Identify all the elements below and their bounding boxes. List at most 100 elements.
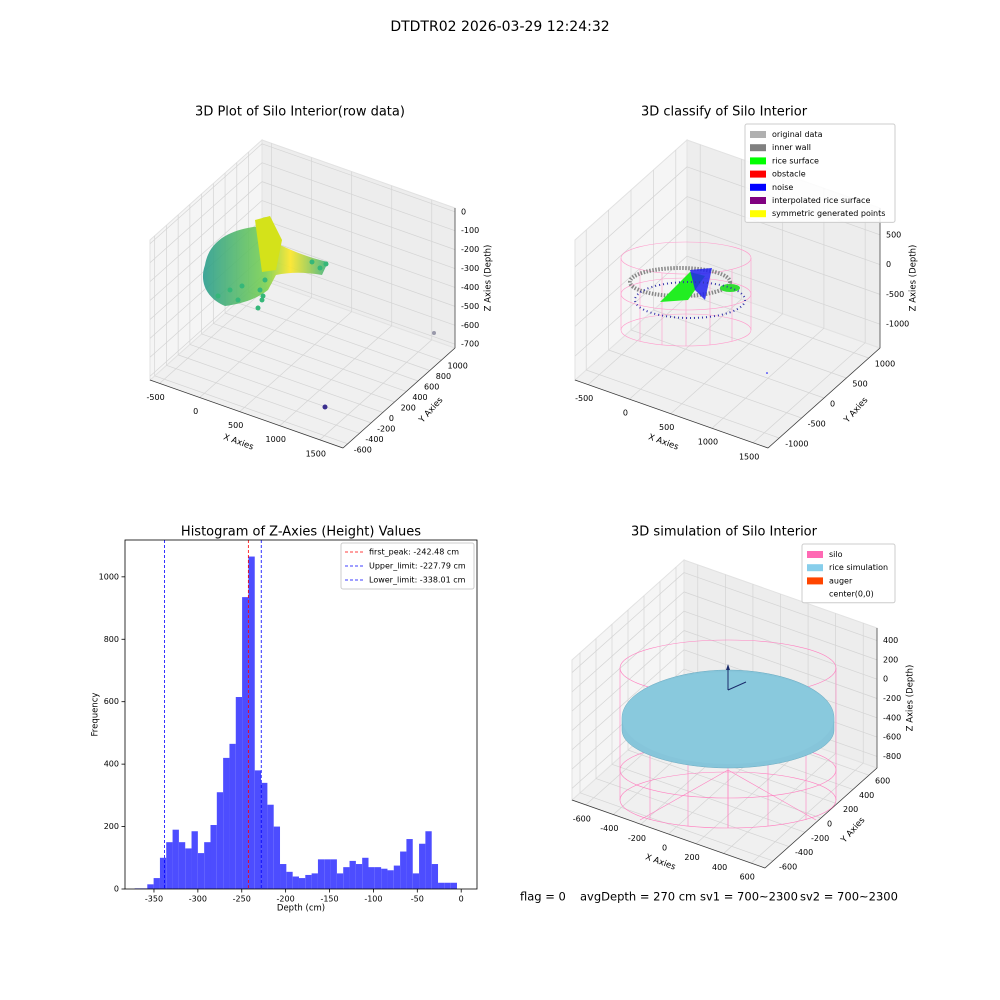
bar: [412, 873, 420, 889]
z-tick-label: -100: [461, 226, 479, 235]
grid-line: [574, 226, 688, 327]
bar: [197, 853, 205, 889]
bar: [324, 859, 331, 889]
bar: [419, 843, 426, 889]
grid-line: [675, 289, 869, 359]
y-tick-label: 400: [859, 791, 874, 800]
grid-line: [166, 365, 360, 434]
z-tick-label: -800: [883, 752, 901, 761]
bar: [438, 882, 445, 889]
grid-line: [239, 311, 352, 412]
z-axis-label: Z Axies (Depth): [909, 245, 919, 312]
legend-swatch: [807, 577, 823, 585]
x-tick-label: -50: [411, 895, 424, 904]
grid-line: [653, 309, 847, 379]
bar: [223, 757, 230, 889]
bar: [444, 882, 451, 889]
bar: [336, 873, 344, 889]
legend-label: symmetric generated points: [772, 209, 885, 218]
grid-line: [586, 369, 780, 439]
bar: [204, 842, 211, 889]
grid-line: [261, 181, 456, 250]
y-tick-label: 400: [104, 760, 119, 769]
legend-swatch: [750, 144, 766, 152]
legend-box: [801, 543, 896, 604]
grid-line: [159, 283, 272, 384]
bar: [191, 831, 198, 889]
x-tick-label: 1500: [739, 452, 759, 461]
legend-swatch: [807, 551, 823, 558]
y-tick-label: 400: [412, 393, 427, 402]
y-tick-label: 600: [424, 382, 439, 391]
bar: [355, 864, 363, 889]
grid-line: [154, 375, 348, 445]
bar: [406, 839, 413, 889]
z-tick-label: -500: [461, 302, 479, 311]
grid-line: [571, 572, 685, 673]
z-tick-label: -600: [461, 321, 479, 330]
legend-label: obstacle: [772, 170, 806, 179]
grid-line: [261, 219, 456, 288]
grid-line: [261, 275, 456, 345]
grid-line: [608, 349, 802, 419]
x-tick-label: 600: [740, 873, 755, 882]
y-tick-label: -1000: [785, 440, 808, 449]
grid-line: [149, 162, 263, 263]
z-tick-label: 0: [461, 207, 466, 216]
y-tick-label: -400: [365, 435, 383, 444]
grid-line: [248, 291, 442, 361]
x-tick-label: -500: [147, 393, 165, 402]
y-tick-label: 0: [114, 885, 119, 894]
grid-line: [686, 226, 881, 295]
legend-label: interpolated rice surface: [772, 196, 870, 205]
y-tick-label: 500: [852, 380, 867, 389]
y-tick-label: -400: [795, 848, 813, 857]
x-tick-label: 0: [623, 409, 628, 418]
x-tick-label: 0: [193, 407, 198, 416]
legend-label: rice simulation: [829, 563, 888, 572]
x-tick-label: 500: [659, 423, 674, 432]
z-tick-label: -300: [461, 264, 479, 273]
grid-line: [149, 143, 263, 245]
y-tick-label: 200: [401, 403, 416, 412]
legend-label: noise: [772, 183, 793, 192]
legend-box: [340, 542, 475, 590]
grid-line: [149, 181, 263, 282]
bar: [172, 829, 179, 889]
grid-line: [571, 591, 685, 693]
bar: [178, 842, 186, 889]
z-tick-label: 500: [886, 230, 901, 239]
grid-line: [611, 763, 806, 833]
bar: [153, 878, 160, 889]
x-tick-label: -350: [145, 895, 163, 904]
x-tick-label: 500: [228, 421, 243, 430]
y-tick-label: 800: [104, 635, 119, 644]
bar: [349, 860, 356, 889]
legend-label: inner wall: [772, 143, 811, 152]
grid-line: [683, 572, 878, 641]
grid-line: [574, 196, 688, 297]
legend-label: center(0,0): [829, 590, 874, 599]
grid-line: [224, 312, 419, 382]
y-tick-label: 200: [843, 805, 858, 814]
z-tick-label: -1000: [886, 320, 909, 329]
x-tick-label: 1000: [266, 435, 286, 444]
grid-line: [178, 354, 372, 424]
grid-line: [579, 792, 774, 862]
bar: [261, 782, 268, 889]
grid-line: [199, 297, 312, 398]
z-tick-label: 0: [883, 675, 888, 684]
grid-line: [149, 200, 263, 301]
y-tick-label: 200: [104, 822, 119, 831]
grid-line: [213, 323, 407, 392]
legend-swatch: [807, 590, 823, 598]
grid-line: [189, 344, 383, 413]
legend-swatch: [750, 197, 766, 204]
footer-text: avgDepth = 270 cm: [580, 890, 696, 904]
classified-points: [628, 266, 768, 374]
x-tick-label: -500: [575, 394, 593, 403]
axis-line: [764, 767, 878, 869]
grid-line: [571, 610, 685, 712]
grid-line: [319, 339, 433, 441]
y-tick-label: 0: [827, 820, 832, 829]
